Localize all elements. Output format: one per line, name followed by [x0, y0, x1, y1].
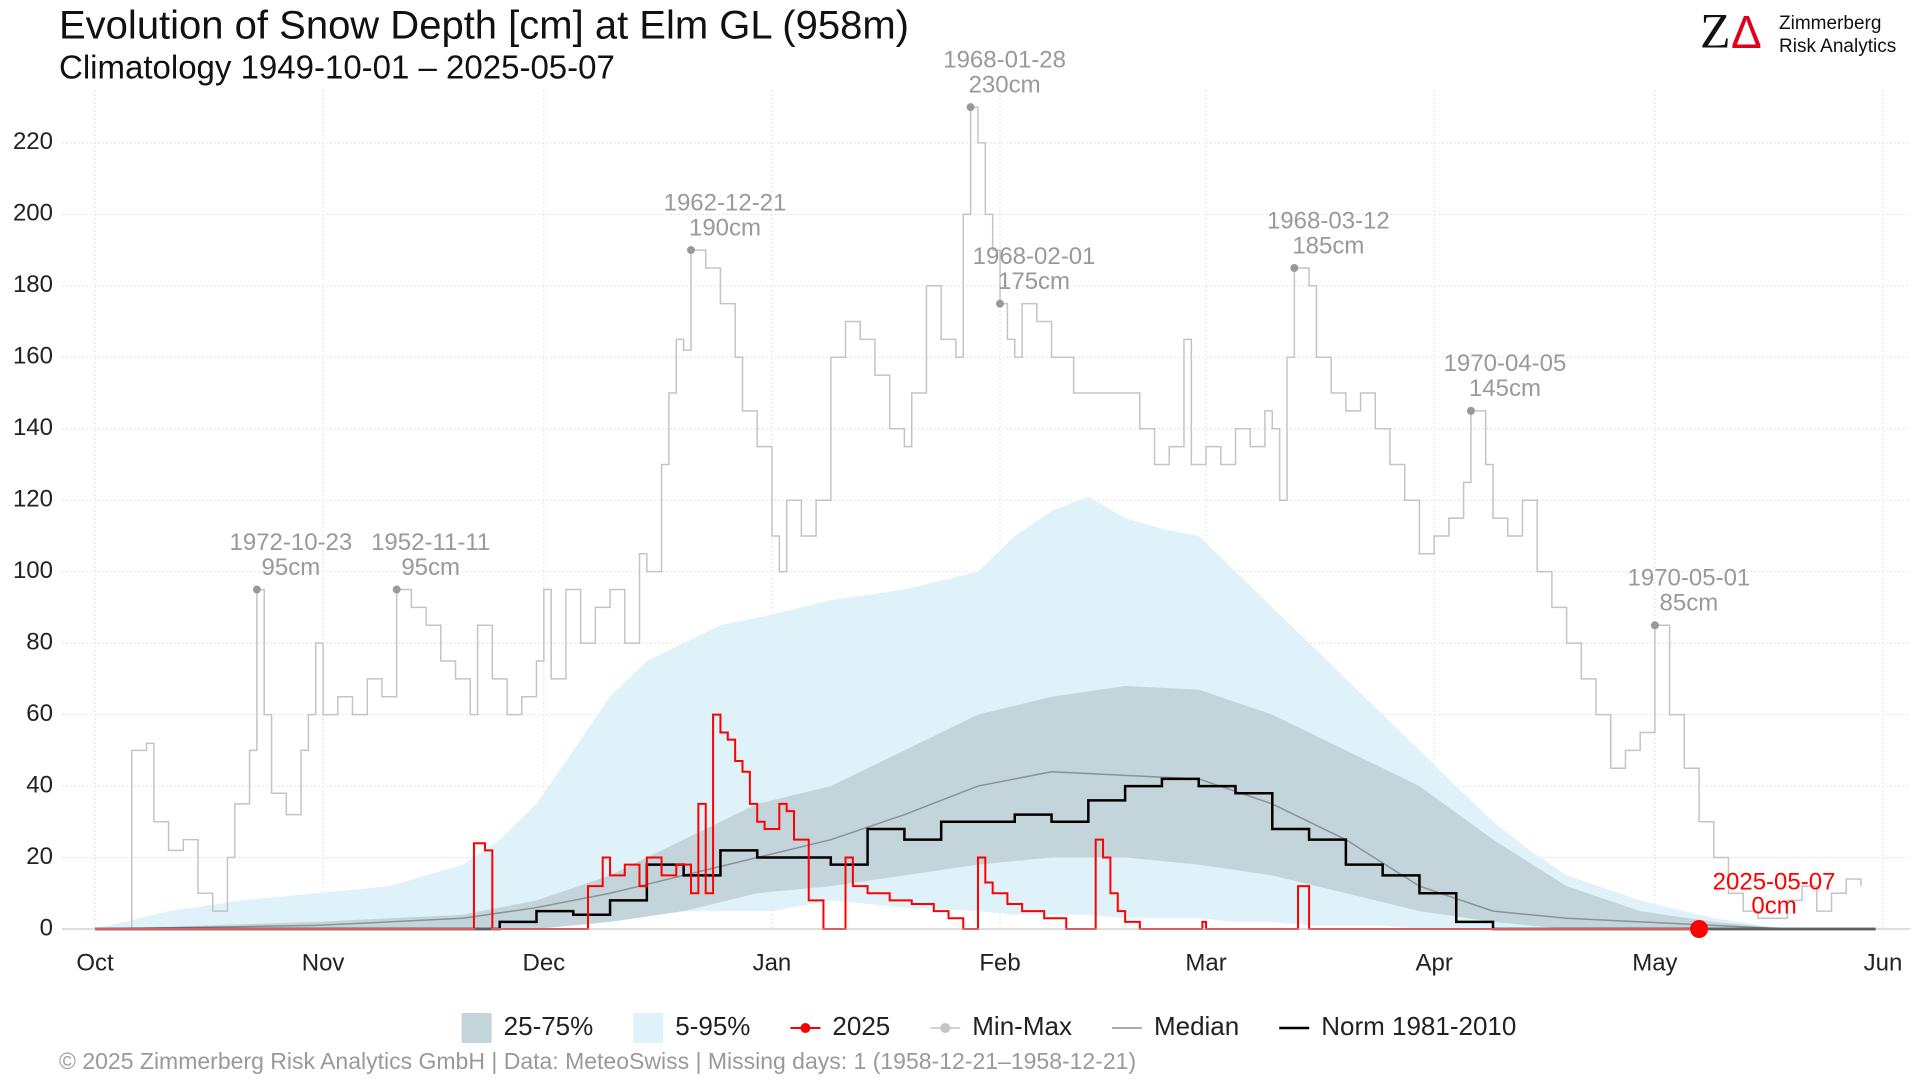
- legend-label: 5-95%: [675, 1011, 750, 1041]
- annotation-point: [392, 585, 401, 594]
- annotation-point: [966, 103, 975, 112]
- annotation-label: 190cm: [689, 214, 761, 241]
- annotation-point: [1650, 621, 1659, 630]
- logo-line: Zimmerberg: [1779, 13, 1881, 34]
- y-tick-label: 140: [13, 414, 53, 441]
- x-tick-label: Mar: [1185, 949, 1226, 976]
- annotation-date: 1952-11-11: [371, 529, 490, 556]
- series-line: [95, 106, 1862, 930]
- annotation-label: 175cm: [998, 268, 1070, 295]
- logo-line: Risk Analytics: [1779, 36, 1896, 57]
- chart-title: Evolution of Snow Depth [cm] at Elm GL (…: [59, 4, 909, 48]
- y-tick-label: 60: [26, 700, 53, 727]
- logo-symbol: Δ: [1731, 6, 1762, 58]
- annotation-point: [1466, 406, 1475, 415]
- y-tick-label: 220: [13, 128, 53, 155]
- legend-label: 25-75%: [504, 1011, 594, 1041]
- annotation-date: 1968-03-12: [1267, 207, 1390, 234]
- annotation-date: 1968-02-01: [973, 243, 1096, 270]
- annotation-label: 85cm: [1660, 590, 1719, 617]
- legend-marker: [800, 1023, 811, 1033]
- plot-area: [62, 90, 1910, 931]
- annotation-point: [996, 299, 1005, 308]
- y-tick-label: 0: [40, 914, 53, 941]
- x-tick-label: Nov: [302, 949, 345, 976]
- y-tick-label: 200: [13, 200, 53, 227]
- annotation-label: 185cm: [1292, 232, 1364, 259]
- annotation-label: 145cm: [1469, 375, 1541, 402]
- current-date: 2025-05-07: [1713, 868, 1836, 895]
- logo-letter: Z: [1700, 2, 1731, 58]
- y-tick-label: 180: [13, 271, 53, 298]
- y-tick-label: 80: [26, 628, 53, 655]
- x-tick-label: Oct: [76, 949, 114, 976]
- x-tick-label: Feb: [979, 949, 1020, 976]
- annotation-label: 230cm: [969, 71, 1041, 98]
- x-tick-label: Dec: [522, 949, 565, 976]
- legend-label: Median: [1154, 1011, 1239, 1041]
- y-tick-label: 120: [13, 486, 53, 513]
- annotation-point: [687, 246, 695, 255]
- annotation-date: 1970-04-05: [1444, 350, 1567, 377]
- legend-label: 2025: [832, 1011, 890, 1041]
- annotation-point: [252, 585, 261, 594]
- legend-label: Min-Max: [972, 1011, 1072, 1041]
- logo: Z Δ Zimmerberg Risk Analytics: [1700, 2, 1896, 58]
- y-tick-label: 160: [13, 343, 53, 370]
- annotation-date: 1962-12-21: [664, 189, 787, 216]
- x-tick-label: Jun: [1864, 949, 1903, 976]
- band-area: [95, 686, 1788, 929]
- y-tick-label: 20: [26, 843, 53, 870]
- legend: 25-75% 5-95% 2025 Min-Max Median Norm 1981-20…: [461, 1011, 1516, 1043]
- y-tick-label: 40: [26, 771, 53, 798]
- annotation-date: 1968-01-28: [943, 46, 1066, 73]
- annotation-label: 95cm: [401, 554, 460, 581]
- current-label: 0cm: [1751, 892, 1796, 919]
- annotation-date: 1970-05-01: [1628, 565, 1751, 592]
- annotation-date: 1972-10-23: [229, 529, 352, 556]
- x-tick-label: Apr: [1415, 949, 1452, 976]
- legend-swatch: [461, 1013, 492, 1043]
- annotation-label: 95cm: [262, 554, 321, 581]
- legend-marker: [940, 1023, 951, 1033]
- x-tick-label: May: [1632, 949, 1677, 976]
- footer: © 2025 Zimmerberg Risk Analytics GmbH | …: [59, 1048, 1136, 1074]
- chart-subtitle: Climatology 1949-10-01 – 2025-05-07: [59, 49, 615, 86]
- series-line: [95, 777, 1876, 931]
- y-tick-label: 100: [13, 557, 53, 584]
- series-line: [94, 771, 1788, 930]
- current-point: [1690, 920, 1709, 938]
- x-tick-label: Jan: [753, 949, 792, 976]
- legend-label: Norm 1981-2010: [1321, 1011, 1516, 1041]
- annotation-point: [1290, 263, 1299, 272]
- legend-swatch: [633, 1013, 664, 1043]
